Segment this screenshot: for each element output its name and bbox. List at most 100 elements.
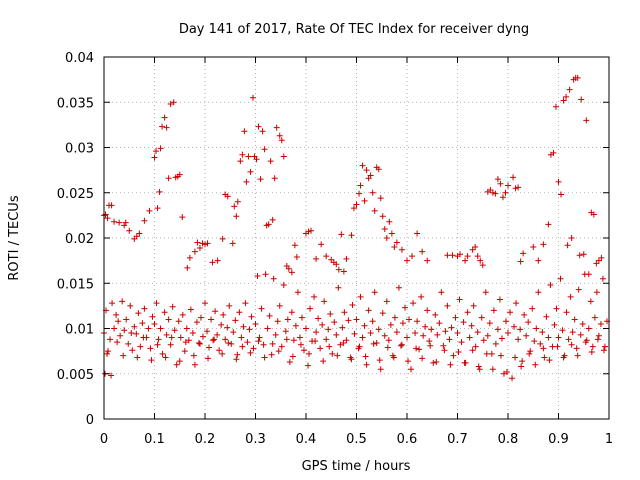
data-point bbox=[419, 248, 426, 255]
data-point bbox=[594, 336, 601, 343]
x-tick-label: 0.3 bbox=[245, 432, 266, 447]
data-point bbox=[280, 153, 287, 160]
data-point bbox=[236, 309, 243, 316]
data-point bbox=[515, 336, 522, 343]
data-point bbox=[353, 201, 360, 208]
x-tick-label: 0.9 bbox=[548, 432, 569, 447]
data-point bbox=[391, 244, 398, 251]
x-tick-labels: 0 0.1 0.2 0.3 0.4 0.5 0.6 0.7 0.8 0.9 1 bbox=[100, 432, 613, 447]
data-point bbox=[297, 341, 304, 348]
data-point bbox=[250, 345, 257, 352]
data-point bbox=[428, 326, 435, 333]
data-point bbox=[361, 197, 368, 204]
data-point bbox=[412, 330, 419, 337]
data-point bbox=[369, 189, 376, 196]
x-tick-label: 0.4 bbox=[296, 432, 317, 447]
data-point bbox=[598, 254, 605, 261]
data-point bbox=[582, 339, 589, 346]
data-point bbox=[580, 251, 587, 258]
data-point bbox=[489, 366, 496, 373]
data-point bbox=[333, 261, 340, 268]
y-tick-label: 0.015 bbox=[57, 277, 94, 292]
data-point bbox=[399, 320, 406, 327]
data-point bbox=[165, 175, 172, 182]
data-point bbox=[196, 340, 203, 347]
data-point bbox=[552, 103, 559, 110]
data-point bbox=[385, 337, 392, 344]
data-point bbox=[404, 334, 410, 341]
data-point bbox=[502, 189, 509, 196]
data-point bbox=[179, 311, 186, 318]
data-point bbox=[296, 334, 303, 341]
y-axis-title: ROTI / TECUs bbox=[7, 195, 22, 280]
data-point bbox=[477, 257, 484, 264]
data-point bbox=[540, 241, 547, 248]
data-point bbox=[500, 370, 507, 377]
data-point bbox=[359, 162, 366, 169]
data-point bbox=[219, 235, 226, 242]
data-point bbox=[193, 319, 200, 326]
data-point bbox=[537, 340, 544, 347]
data-point bbox=[111, 325, 118, 332]
data-point bbox=[573, 345, 580, 352]
data-point bbox=[176, 171, 183, 178]
data-point bbox=[153, 300, 160, 307]
data-point bbox=[312, 338, 319, 345]
data-point bbox=[547, 282, 554, 289]
data-point bbox=[204, 328, 211, 335]
data-point bbox=[517, 258, 524, 265]
data-point bbox=[125, 340, 132, 347]
data-point bbox=[353, 316, 360, 323]
data-point bbox=[175, 318, 182, 325]
data-point bbox=[569, 329, 576, 336]
data-point bbox=[229, 240, 236, 247]
data-point bbox=[587, 298, 594, 305]
data-point bbox=[505, 330, 511, 337]
data-point bbox=[230, 329, 237, 336]
data-point bbox=[129, 347, 136, 354]
data-point bbox=[169, 303, 176, 310]
data-point bbox=[356, 343, 363, 350]
data-point bbox=[490, 307, 497, 314]
data-point bbox=[173, 361, 180, 368]
data-point bbox=[486, 320, 493, 327]
data-point bbox=[478, 314, 485, 321]
data-point bbox=[499, 194, 506, 201]
data-point bbox=[383, 298, 390, 305]
data-point bbox=[543, 313, 550, 320]
data-point bbox=[308, 227, 315, 234]
data-point bbox=[269, 216, 276, 223]
data-point bbox=[371, 207, 378, 214]
data-point bbox=[414, 318, 421, 325]
data-point bbox=[595, 257, 602, 264]
data-point bbox=[147, 345, 154, 352]
data-point bbox=[484, 332, 491, 339]
data-point bbox=[139, 320, 146, 327]
data-point bbox=[593, 289, 600, 296]
data-point bbox=[216, 347, 223, 354]
data-point bbox=[340, 268, 347, 275]
data-point bbox=[151, 154, 158, 161]
data-point bbox=[583, 117, 590, 124]
data-point bbox=[131, 235, 138, 242]
data-point bbox=[446, 336, 453, 343]
data-point bbox=[186, 254, 193, 261]
data-point bbox=[509, 375, 516, 382]
data-point bbox=[117, 332, 124, 339]
data-point bbox=[305, 228, 312, 235]
data-point bbox=[335, 284, 342, 291]
data-point bbox=[432, 311, 439, 318]
data-point bbox=[272, 331, 279, 338]
data-point bbox=[331, 319, 338, 326]
data-point bbox=[426, 338, 433, 345]
data-point bbox=[455, 349, 462, 356]
data-point bbox=[233, 213, 240, 220]
data-point bbox=[293, 254, 300, 261]
data-point bbox=[157, 325, 164, 332]
data-point bbox=[414, 230, 421, 237]
data-point bbox=[449, 252, 456, 259]
data-point bbox=[464, 309, 471, 316]
data-point bbox=[416, 346, 423, 353]
data-point bbox=[391, 314, 398, 321]
data-point bbox=[474, 253, 481, 260]
